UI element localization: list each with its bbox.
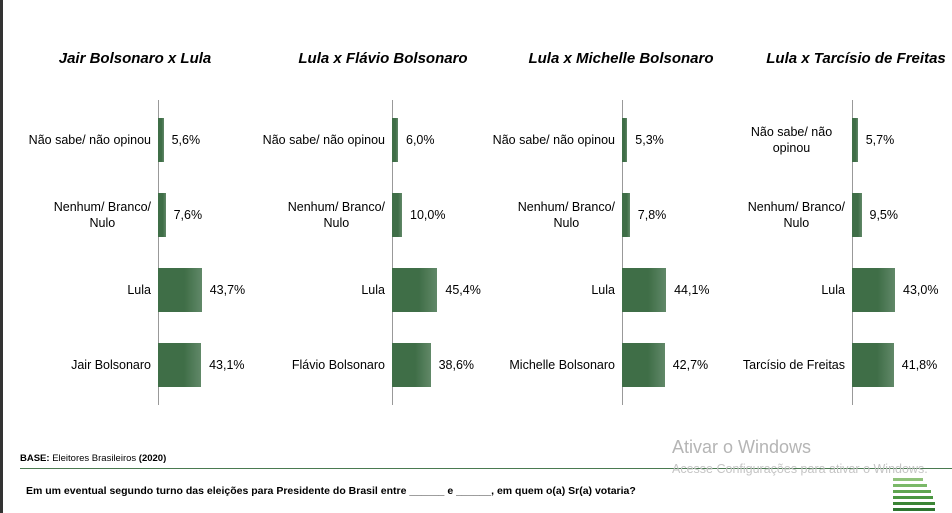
bar	[852, 343, 894, 387]
value-label: 10,0%	[410, 208, 446, 222]
bar	[158, 118, 164, 162]
category-label: Não sabe/ não opinou	[28, 133, 151, 147]
base-label: BASE:	[20, 453, 50, 464]
bar	[392, 118, 398, 162]
bar	[158, 268, 202, 312]
chart-title: Jair Bolsonaro x Lula	[58, 50, 212, 67]
category-label: Jair Bolsonaro	[71, 358, 151, 372]
value-label: 43,1%	[209, 358, 245, 372]
bar	[392, 193, 402, 237]
value-label: 45,4%	[445, 283, 481, 297]
value-label: 43,0%	[903, 283, 939, 297]
category-label: Lula	[591, 283, 615, 297]
bar	[622, 193, 630, 237]
watermark-subtitle: Acesse Configurações para ativar o Windo…	[672, 462, 928, 476]
category-label: Nenhum/ Branco/ Nulo	[53, 200, 151, 230]
bar	[158, 193, 166, 237]
category-label: Lula	[821, 283, 845, 297]
value-label: 7,6%	[173, 208, 203, 222]
question: Em um eventual segundo turno das eleiçõe…	[26, 485, 636, 497]
bar	[622, 343, 665, 387]
footer-rule	[20, 468, 952, 469]
category-label: Não sabe/ não opinou	[750, 125, 833, 155]
bar	[852, 193, 862, 237]
value-label: 5,7%	[865, 133, 895, 147]
axis-line	[622, 100, 623, 405]
axis-line	[852, 100, 853, 405]
value-label: 43,7%	[209, 283, 246, 297]
base-text: Eleitores Brasileiros	[52, 453, 137, 464]
value-label: 5,6%	[171, 133, 201, 147]
chart-title: Lula x Michelle Bolsonaro	[528, 50, 714, 67]
value-label: 44,1%	[674, 283, 710, 297]
category-label: Flávio Bolsonaro	[291, 358, 385, 372]
category-label: Não sabe/ não opinou	[262, 133, 385, 147]
value-label: 9,5%	[869, 208, 899, 222]
bar	[852, 118, 858, 162]
bar	[622, 268, 667, 312]
axis-line	[392, 100, 393, 405]
category-label: Tarcísio de Freitas	[742, 358, 845, 372]
watermark-title: Ativar o Windows	[672, 437, 812, 457]
base-year: (2020)	[138, 453, 167, 464]
bar	[158, 343, 202, 387]
value-label: 6,0%	[406, 133, 435, 147]
bar	[852, 268, 895, 312]
left-edge	[0, 0, 3, 513]
category-label: Nenhum/ Branco/ Nulo	[747, 200, 845, 230]
category-label: Lula	[127, 283, 151, 297]
axis-line	[158, 100, 159, 405]
bar	[392, 343, 431, 387]
category-label: Lula	[361, 283, 385, 297]
value-label: 41,8%	[901, 358, 938, 372]
value-label: 7,8%	[637, 208, 667, 222]
bar	[622, 118, 628, 162]
category-label: Não sabe/ não opinou	[492, 133, 615, 147]
value-label: 38,6%	[438, 358, 475, 372]
logo	[893, 478, 935, 511]
chart-title: Lula x Tarcísio de Freitas	[766, 50, 946, 67]
category-label: Nenhum/ Branco/ Nulo	[287, 200, 385, 230]
base-note: BASE: Eleitores Brasileiros (2020)	[20, 453, 166, 464]
bar	[392, 268, 438, 312]
chart-title: Lula x Flávio Bolsonaro	[298, 50, 468, 67]
category-label: Nenhum/ Branco/ Nulo	[517, 200, 615, 230]
value-label: 5,3%	[635, 133, 664, 147]
value-label: 42,7%	[672, 358, 709, 372]
category-label: Michelle Bolsonaro	[509, 358, 615, 372]
